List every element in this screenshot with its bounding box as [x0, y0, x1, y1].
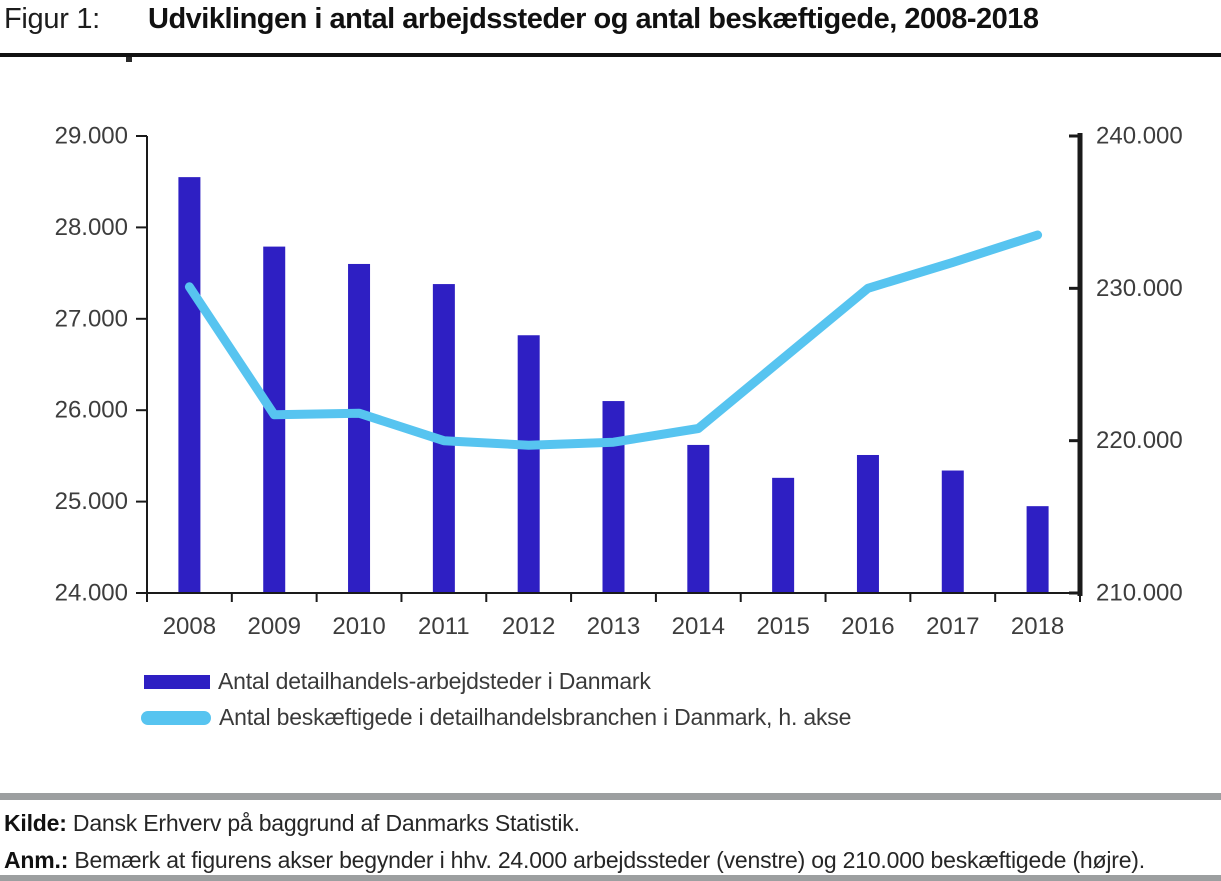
bar-2016 [856, 454, 879, 593]
right-axis-tick-label: 230.000 [1096, 275, 1183, 302]
x-axis-label-2017: 2017 [926, 613, 979, 640]
x-axis-label-2011: 2011 [418, 613, 470, 640]
footer-divider-bottom [0, 875, 1221, 881]
bar-2013 [602, 401, 625, 593]
footer-divider-top [0, 793, 1221, 800]
title-rule [0, 53, 1221, 57]
left-axis-tick-label: 27.000 [55, 305, 128, 332]
x-axis-label-2015: 2015 [756, 613, 809, 640]
source-note: Kilde: Dansk Erhverv på baggrund af Danm… [4, 810, 580, 837]
left-axis-tick-label: 29.000 [55, 123, 128, 150]
legend-label-workplaces: Antal detailhandels-arbejdsteder i Danma… [218, 668, 651, 694]
source-label: Kilde: [4, 810, 67, 836]
stray-mark [126, 57, 132, 62]
legend-label-employees: Antal beskæftigede i detailhandelsbranch… [219, 704, 852, 730]
x-axis-label-2010: 2010 [332, 613, 385, 640]
x-axis-label-2014: 2014 [672, 613, 725, 640]
bar-2009 [263, 246, 286, 593]
legend-swatch-line [141, 710, 211, 725]
legend-item-workplaces: Antal detailhandels-arbejdsteder i Danma… [144, 668, 1124, 695]
combo-chart: 24.000 25.000 26.000 27.000 28.000 29.000 2008… [55, 123, 1183, 641]
left-axis-tick-label: 26.000 [55, 397, 128, 424]
left-axis-tick-label: 25.000 [55, 488, 128, 515]
left-axis-tick-label: 24.000 [55, 580, 128, 607]
bar-2010 [348, 263, 371, 593]
x-axis-label-2018: 2018 [1011, 613, 1064, 640]
figure-title: Udviklingen i antal arbejdssteder og ant… [148, 3, 1039, 35]
bar-2017 [941, 470, 964, 593]
bar-2014 [687, 444, 710, 593]
right-axis-tick-label: 210.000 [1096, 580, 1183, 607]
figure-number-label: Figur 1: [4, 3, 100, 35]
right-axis-tick-label: 240.000 [1096, 123, 1183, 150]
chart-legend: Antal detailhandels-arbejdsteder i Danma… [141, 668, 1124, 740]
left-axis-tick-label: 28.000 [55, 214, 128, 241]
right-axis-tick-label: 220.000 [1096, 427, 1183, 454]
x-axis-label-2013: 2013 [587, 613, 640, 640]
x-axis-label-2008: 2008 [163, 613, 216, 640]
bar-2012 [517, 335, 540, 593]
bar-2008 [178, 177, 201, 593]
source-text: Dansk Erhverv på baggrund af Danmarks St… [72, 810, 580, 836]
bar-2015 [772, 477, 795, 593]
legend-item-employees: Antal beskæftigede i detailhandelsbranch… [141, 704, 1124, 731]
bar-2018 [1026, 506, 1049, 593]
x-axis-label-2012: 2012 [502, 613, 555, 640]
remark-label: Anm.: [4, 847, 69, 873]
remark-note: Anm.: Bemærk at figurens akser begynder … [4, 847, 1145, 874]
legend-swatch-bar [144, 674, 210, 689]
employment-line [184, 230, 1043, 450]
x-axis-label-2009: 2009 [248, 613, 301, 640]
x-axis-label-2016: 2016 [841, 613, 894, 640]
remark-text: Bemærk at figurens akser begynder i hhv.… [74, 847, 1145, 873]
